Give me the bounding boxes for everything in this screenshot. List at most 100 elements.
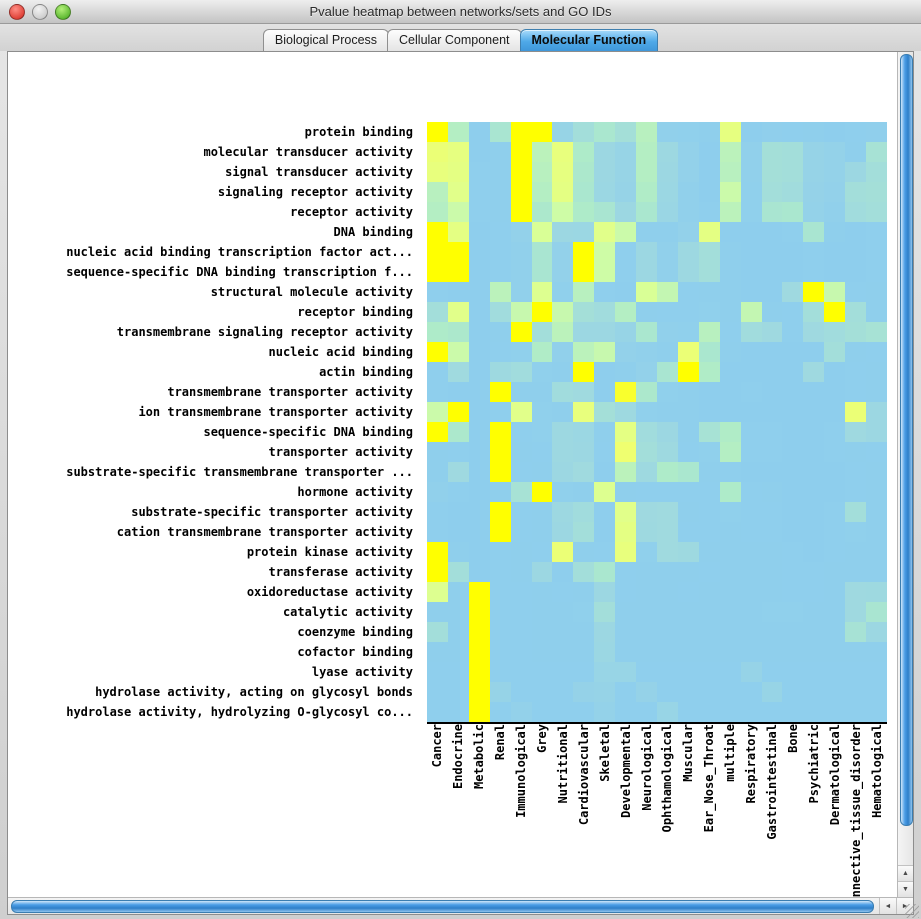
heatmap-cell[interactable] xyxy=(761,702,783,722)
heatmap-cell[interactable] xyxy=(740,342,762,362)
heatmap-cell[interactable] xyxy=(719,602,741,622)
heatmap-cell[interactable] xyxy=(447,342,469,362)
heatmap-cell[interactable] xyxy=(698,522,720,542)
heatmap-cell[interactable] xyxy=(615,462,637,482)
vertical-scrollbar-thumb[interactable] xyxy=(900,54,913,826)
heatmap-cell[interactable] xyxy=(489,362,511,382)
heatmap-cell[interactable] xyxy=(866,622,887,642)
heatmap-cell[interactable] xyxy=(447,282,469,302)
heatmap-cell[interactable] xyxy=(677,542,699,562)
heatmap-cell[interactable] xyxy=(636,422,657,442)
heatmap-cell[interactable] xyxy=(427,282,448,302)
heatmap-cell[interactable] xyxy=(824,282,846,302)
heatmap-cell[interactable] xyxy=(510,342,532,362)
heatmap-cell[interactable] xyxy=(656,542,678,562)
heatmap-cell[interactable] xyxy=(573,362,595,382)
heatmap-cell[interactable] xyxy=(636,602,657,622)
heatmap-cell[interactable] xyxy=(636,302,657,322)
heatmap-cell[interactable] xyxy=(468,702,490,722)
heatmap-cell[interactable] xyxy=(740,642,762,662)
heatmap-cell[interactable] xyxy=(845,162,867,182)
heatmap-cell[interactable] xyxy=(468,122,490,142)
heatmap-cell[interactable] xyxy=(824,362,846,382)
heatmap-cell[interactable] xyxy=(677,162,699,182)
heatmap-cell[interactable] xyxy=(427,342,448,362)
heatmap-cell[interactable] xyxy=(719,362,741,382)
heatmap-cell[interactable] xyxy=(782,242,804,262)
heatmap-cell[interactable] xyxy=(615,122,637,142)
heatmap-cell[interactable] xyxy=(845,442,867,462)
scroll-up-icon[interactable]: ▲ xyxy=(898,865,913,881)
heatmap-cell[interactable] xyxy=(489,422,511,442)
heatmap-cell[interactable] xyxy=(573,182,595,202)
heatmap-cell[interactable] xyxy=(489,322,511,342)
heatmap-cell[interactable] xyxy=(489,462,511,482)
heatmap-cell[interactable] xyxy=(698,422,720,442)
heatmap-cell[interactable] xyxy=(594,582,616,602)
heatmap-cell[interactable] xyxy=(447,242,469,262)
heatmap-cell[interactable] xyxy=(594,302,616,322)
heatmap-cell[interactable] xyxy=(677,402,699,422)
heatmap-cell[interactable] xyxy=(782,162,804,182)
heatmap-cell[interactable] xyxy=(782,142,804,162)
heatmap-cell[interactable] xyxy=(761,122,783,142)
heatmap-cell[interactable] xyxy=(615,422,637,442)
heatmap-cell[interactable] xyxy=(594,362,616,382)
heatmap-cell[interactable] xyxy=(761,542,783,562)
heatmap-cell[interactable] xyxy=(594,382,616,402)
heatmap-cell[interactable] xyxy=(782,562,804,582)
heatmap-cell[interactable] xyxy=(719,582,741,602)
heatmap-cell[interactable] xyxy=(845,682,867,702)
heatmap-cell[interactable] xyxy=(845,182,867,202)
heatmap-cell[interactable] xyxy=(552,482,574,502)
heatmap-cell[interactable] xyxy=(468,642,490,662)
heatmap-cell[interactable] xyxy=(719,202,741,222)
heatmap-cell[interactable] xyxy=(615,382,637,402)
heatmap-cell[interactable] xyxy=(510,422,532,442)
heatmap-cell[interactable] xyxy=(427,702,448,722)
heatmap-cell[interactable] xyxy=(803,342,825,362)
heatmap-cell[interactable] xyxy=(489,202,511,222)
heatmap-cell[interactable] xyxy=(803,242,825,262)
heatmap-cell[interactable] xyxy=(824,262,846,282)
heatmap-cell[interactable] xyxy=(824,222,846,242)
heatmap-cell[interactable] xyxy=(427,622,448,642)
heatmap-cell[interactable] xyxy=(698,442,720,462)
heatmap-cell[interactable] xyxy=(531,242,553,262)
heatmap-cell[interactable] xyxy=(573,642,595,662)
heatmap-cell[interactable] xyxy=(719,402,741,422)
heatmap-cell[interactable] xyxy=(510,582,532,602)
heatmap-cell[interactable] xyxy=(740,502,762,522)
heatmap-cell[interactable] xyxy=(782,582,804,602)
heatmap-cell[interactable] xyxy=(552,562,574,582)
heatmap-cell[interactable] xyxy=(677,582,699,602)
heatmap-cell[interactable] xyxy=(594,282,616,302)
horizontal-scrollbar[interactable]: ◄ ► xyxy=(8,897,913,914)
heatmap-cell[interactable] xyxy=(782,122,804,142)
heatmap-cell[interactable] xyxy=(552,702,574,722)
heatmap-cell[interactable] xyxy=(719,422,741,442)
heatmap-cell[interactable] xyxy=(510,482,532,502)
heatmap-cell[interactable] xyxy=(866,462,887,482)
scroll-down-icon[interactable]: ▼ xyxy=(898,881,913,897)
heatmap-cell[interactable] xyxy=(656,162,678,182)
heatmap-cell[interactable] xyxy=(615,642,637,662)
heatmap-cell[interactable] xyxy=(656,422,678,442)
heatmap-cell[interactable] xyxy=(468,662,490,682)
heatmap-cell[interactable] xyxy=(447,142,469,162)
heatmap-cell[interactable] xyxy=(510,502,532,522)
heatmap-cell[interactable] xyxy=(845,222,867,242)
heatmap-cell[interactable] xyxy=(803,122,825,142)
heatmap-cell[interactable] xyxy=(427,582,448,602)
heatmap-cell[interactable] xyxy=(845,522,867,542)
heatmap-cell[interactable] xyxy=(615,162,637,182)
heatmap-cell[interactable] xyxy=(427,242,448,262)
heatmap-cell[interactable] xyxy=(782,682,804,702)
heatmap-cell[interactable] xyxy=(698,322,720,342)
heatmap-cell[interactable] xyxy=(761,442,783,462)
heatmap-cell[interactable] xyxy=(656,342,678,362)
heatmap-cell[interactable] xyxy=(447,542,469,562)
heatmap-cell[interactable] xyxy=(698,462,720,482)
heatmap-cell[interactable] xyxy=(489,222,511,242)
heatmap-cell[interactable] xyxy=(594,642,616,662)
